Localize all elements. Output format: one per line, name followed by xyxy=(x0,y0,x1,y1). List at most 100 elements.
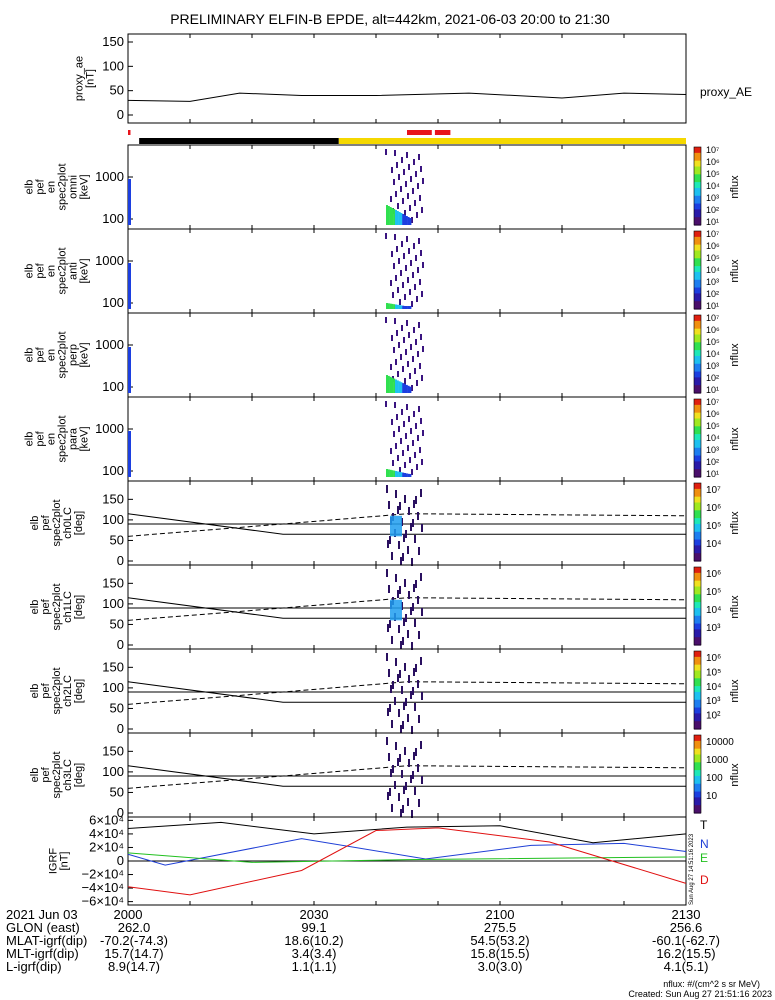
pa-ch0LC-colorbar-band xyxy=(694,541,701,545)
spec-cell xyxy=(418,406,420,412)
pa-ch2LC-colorbar-band xyxy=(694,688,701,691)
pa-ch3LC-colorbar-band xyxy=(694,744,701,748)
spec-cell xyxy=(401,325,403,331)
pa-ch3LC-colorbar-band xyxy=(694,785,701,789)
spec-para-colorbar xyxy=(693,398,702,478)
pa-cell xyxy=(407,714,409,722)
pa-ch1LC-colorbar-band xyxy=(694,596,701,599)
pa-ch3LC-colorbar xyxy=(693,734,702,814)
spec-cell xyxy=(408,416,410,422)
igrf-series-D xyxy=(127,827,687,896)
spec-cell xyxy=(404,215,406,225)
pa-ch1LC-axis-label-line: elb xyxy=(29,600,41,615)
spec-omni-axis-label-line: elb xyxy=(24,180,36,195)
spec-omni-colorbar-band xyxy=(694,189,701,193)
spec-cell xyxy=(398,471,401,477)
spec-cell xyxy=(415,255,417,261)
spec-perp-colorbar-band xyxy=(694,355,701,359)
pa-cell xyxy=(413,752,415,760)
pa-cell xyxy=(399,502,401,510)
spec-cell xyxy=(385,233,387,239)
pa-ch3LC-colorbar-band xyxy=(694,770,701,773)
spec-cell xyxy=(386,303,388,309)
spec-cell xyxy=(391,251,393,257)
spec-para-colorbar-band xyxy=(694,465,701,468)
spec-cell xyxy=(402,305,405,309)
spec-cell xyxy=(395,443,397,449)
spec-omni-colorbar-band xyxy=(694,148,701,152)
spec-anti-colorbar-band xyxy=(694,275,701,279)
pa-ch1LC-axis-label-line: spec2plot xyxy=(51,583,63,630)
spec-omni-colorbar-band xyxy=(694,223,701,226)
pa-cell xyxy=(415,664,417,672)
spec-cell xyxy=(408,248,410,254)
footer-row-value: -70.2(-74.3) xyxy=(100,933,168,948)
pa-cell xyxy=(386,485,388,493)
pa-ch1LC-colorbar-band xyxy=(694,567,701,570)
pa-ch1LC-colorbar-band xyxy=(694,629,701,632)
pa-ch2LC-colorbar-band xyxy=(694,658,701,662)
footer-row-value: 99.1 xyxy=(301,920,326,935)
spec-cell xyxy=(403,337,405,343)
pa-ch2LC-colorbar-band xyxy=(694,676,701,679)
spec-cell xyxy=(417,267,419,273)
pa-cell xyxy=(415,496,417,504)
spec-cell xyxy=(395,210,397,225)
spec-cell xyxy=(406,404,408,410)
spec-cell xyxy=(420,250,422,256)
spec-para-colorbar-band xyxy=(694,471,701,474)
spec-omni-colorbar-band xyxy=(694,147,701,150)
spec-cell xyxy=(394,150,396,156)
spec-para-colorbar-band xyxy=(694,436,701,439)
spec-cell xyxy=(397,371,399,377)
pa-ch2LC-colorbar-band xyxy=(694,717,701,720)
spec-anti-colorbar-band xyxy=(694,250,701,254)
pa-ch3LC-axis-label-line: elb xyxy=(29,768,41,783)
footer-row-value: 18.6(10.2) xyxy=(284,933,343,948)
spec-omni-cells xyxy=(128,149,424,225)
pa-ch2LC-cbar-tick: 10⁶ xyxy=(706,653,721,664)
pa-cell xyxy=(403,702,405,710)
spec-para-colorbar-band xyxy=(694,416,701,420)
spec-anti-axis-label-line: anti xyxy=(68,262,80,280)
spec-para-axis-label-line: spec2plot xyxy=(57,415,69,462)
spec-cell xyxy=(407,277,409,283)
spec-anti-colorbar-band xyxy=(694,260,701,263)
spec-perp-axis-label-line: pef xyxy=(35,346,47,362)
spec-cell xyxy=(404,473,406,477)
spec-perp-colorbar-frame xyxy=(693,314,702,394)
pa-ch0LC-colorbar-band xyxy=(694,506,701,509)
spec-para-colorbar-band xyxy=(694,399,701,402)
spec-cell xyxy=(411,217,413,223)
pa-ch0LC-colorbar-band xyxy=(694,543,701,546)
spec-cell xyxy=(407,385,410,393)
spec-cell xyxy=(415,339,417,345)
spec-anti-colorbar-band xyxy=(694,268,701,271)
spec-para-colorbar-band xyxy=(694,430,701,433)
spec-para-colorbar-band xyxy=(694,432,701,435)
spec-cell xyxy=(401,157,403,163)
pa-cell xyxy=(413,668,415,676)
spec-cell xyxy=(420,166,422,172)
pa-ch3LC-cbar-tick: 10 xyxy=(706,791,718,802)
pa-ch0LC-colorbar-band xyxy=(694,496,701,500)
spec-anti-colorbar-band xyxy=(694,307,701,310)
spec-cell xyxy=(400,270,402,276)
spec-omni-colorbar-band xyxy=(694,186,701,189)
pa-ch2LC-colorbar-band xyxy=(694,691,701,695)
spec-omni-axis-label-line: omni xyxy=(68,175,80,199)
spec-cell xyxy=(396,162,398,168)
spec-para-colorbar-band xyxy=(694,445,701,449)
spec-cell xyxy=(417,183,419,189)
pa-cell xyxy=(410,607,412,615)
spec-perp-colorbar-band xyxy=(694,344,701,347)
spec-anti-colorbar-band xyxy=(694,271,701,275)
pa-cell xyxy=(394,781,396,789)
spec-cell xyxy=(404,462,406,468)
spec-cell xyxy=(392,460,394,466)
spec-cell xyxy=(391,419,393,425)
footer-time-label: 2130 xyxy=(672,907,701,922)
pa-ch2LC-anti-loss-cone xyxy=(127,681,687,705)
spec-anti-colorbar-band xyxy=(694,266,701,269)
spec-cell xyxy=(421,207,423,213)
